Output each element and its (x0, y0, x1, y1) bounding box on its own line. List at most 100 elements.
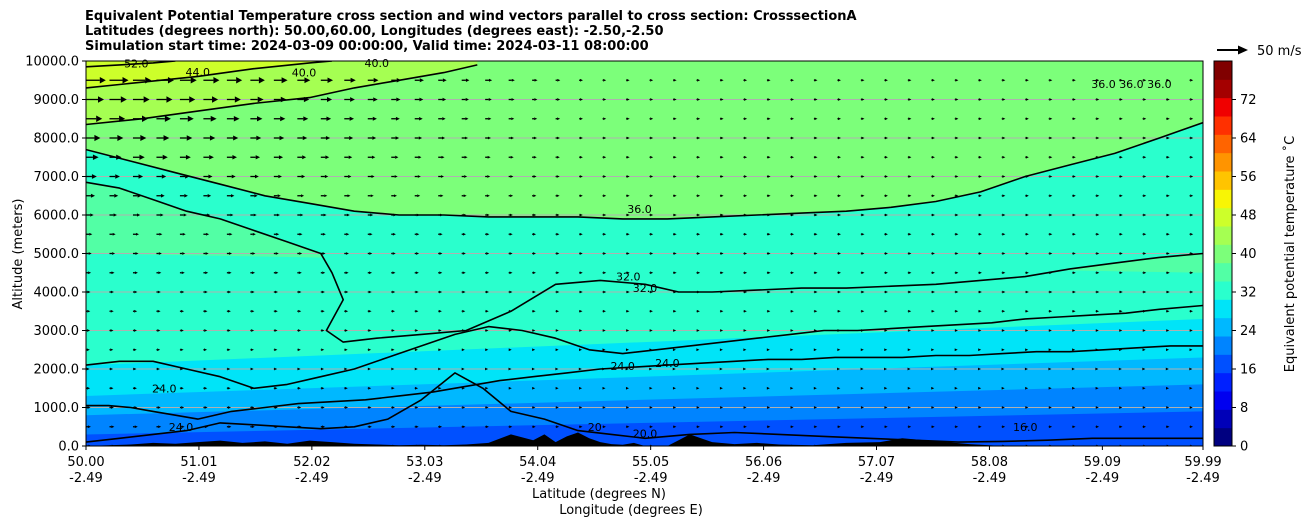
wind-vector-head (345, 425, 349, 429)
wind-vector-head (166, 96, 173, 103)
wind-vector (1001, 290, 1006, 294)
wind-vector-head (465, 78, 470, 82)
wind-vector-head (813, 386, 817, 390)
wind-vector (391, 155, 399, 159)
wind-vector-head (931, 194, 935, 198)
wind-vector (696, 271, 701, 275)
wind-vector-head (508, 367, 512, 371)
wind-vector (1189, 309, 1193, 313)
wind-vector (602, 406, 606, 409)
wind-vector (1118, 367, 1122, 371)
wind-vector-head (861, 117, 865, 121)
wind-vector (391, 252, 396, 255)
wind-vector-head (1024, 367, 1028, 371)
wind-vector (203, 348, 208, 352)
wind-vector (367, 406, 372, 409)
wind-vector-head (370, 213, 374, 217)
wind-vector-head (626, 98, 630, 101)
wind-vector-head (88, 271, 92, 275)
wind-vector (1119, 425, 1123, 429)
wind-vector-head (210, 115, 217, 122)
wind-vector (344, 116, 355, 121)
wind-vector-head (209, 154, 214, 160)
wind-vector (719, 194, 724, 198)
wind-vector-head (1072, 155, 1076, 159)
wind-vector (273, 252, 279, 255)
wind-vector (1048, 406, 1052, 409)
wind-vector (438, 155, 445, 159)
wind-vector-head (767, 117, 771, 121)
wind-vector-head (532, 309, 536, 313)
wind-vector (414, 329, 419, 332)
quiver-key-label: 50 m/s (1257, 44, 1302, 59)
wind-vector (1189, 406, 1193, 409)
wind-vector-head (1166, 155, 1170, 159)
wind-vector (578, 367, 582, 371)
wind-vector-head (396, 97, 401, 102)
wind-vector (766, 367, 770, 371)
wind-vector-head (767, 290, 771, 294)
wind-vector (1166, 425, 1170, 429)
wind-vector-head (1166, 194, 1170, 198)
wind-vector (109, 386, 114, 390)
wind-vector (391, 175, 398, 178)
wind-vector (719, 78, 724, 82)
wind-vector (555, 155, 560, 159)
colorbar-tick-label: 24 (1240, 324, 1257, 339)
wind-vector (1166, 290, 1170, 294)
wind-vector (813, 155, 818, 159)
wind-vector-head (417, 175, 421, 178)
wind-vector-head (649, 348, 653, 352)
colorbar-swatch (1214, 409, 1232, 429)
wind-vector (320, 348, 325, 352)
wind-vector-head (485, 309, 489, 313)
wind-vector (438, 386, 442, 390)
wind-vector (391, 136, 400, 140)
x-axis-label: Latitude (degrees N) (532, 487, 666, 502)
wind-vector-head (368, 290, 372, 294)
wind-vector-head (1119, 386, 1123, 390)
wind-vector-head (1025, 290, 1029, 294)
wind-vector-head (626, 309, 630, 313)
wind-vector (1166, 386, 1170, 390)
wind-vector (813, 309, 818, 313)
wind-vector (837, 348, 841, 352)
wind-vectors (86, 77, 1194, 446)
wind-vector-head (579, 98, 583, 101)
wind-vector (1072, 348, 1076, 352)
wind-vector (673, 425, 677, 429)
wind-vector (1001, 386, 1005, 390)
wind-vector (602, 367, 606, 371)
wind-vector-head (1001, 348, 1005, 352)
wind-vector (579, 406, 583, 409)
wind-vector (273, 271, 279, 275)
colorbar-swatch (1214, 61, 1232, 80)
wind-vector-head (931, 386, 935, 390)
wind-vector (508, 155, 514, 159)
contour-label: 36.0 (627, 203, 652, 216)
wind-vector (1001, 136, 1006, 140)
wind-vector (250, 96, 264, 103)
wind-vector-head (884, 78, 888, 82)
wind-vector-head (297, 329, 301, 332)
wind-vector-head (602, 348, 606, 352)
wind-vector-head (556, 194, 560, 198)
wind-vector-head (462, 309, 466, 313)
wind-vector-head (112, 232, 116, 236)
wind-vector-head (744, 232, 748, 236)
wind-vector (673, 309, 677, 313)
wind-vector-head (485, 329, 489, 332)
wind-vector-head (91, 174, 97, 179)
wind-vector-head (532, 348, 536, 352)
wind-vector-head (1025, 386, 1029, 390)
wind-vector (1001, 425, 1006, 429)
wind-vector-head (204, 290, 208, 294)
wind-vector (367, 329, 372, 332)
wind-vector-head (650, 271, 654, 275)
wind-vector (1025, 213, 1029, 217)
wind-vector (391, 329, 395, 332)
wind-vector-head (88, 252, 92, 255)
wind-vector-head (485, 406, 489, 409)
wind-vector (320, 290, 325, 294)
wind-vector (790, 386, 794, 390)
